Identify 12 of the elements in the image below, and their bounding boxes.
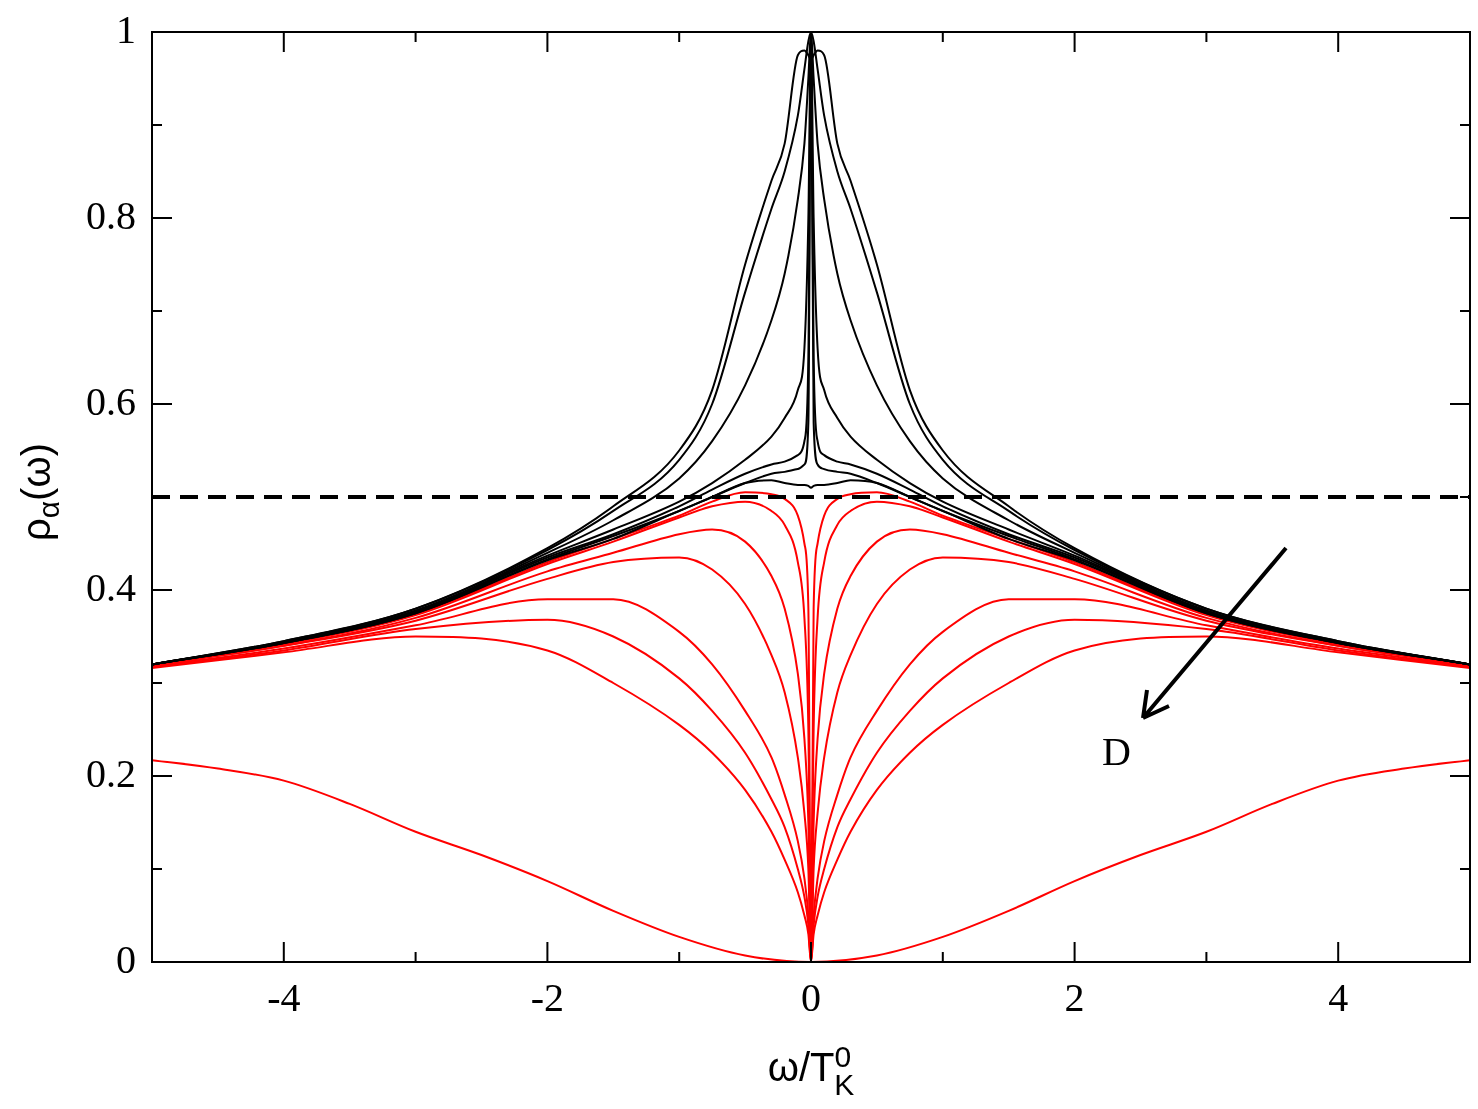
y-tick-label: 0.2 bbox=[86, 750, 136, 796]
x-tick-label: 2 bbox=[1064, 974, 1085, 1020]
y-tick-label: 0.8 bbox=[86, 192, 136, 238]
y-tick-label: 0.4 bbox=[86, 564, 136, 610]
x-tick-label: 4 bbox=[1328, 974, 1349, 1020]
annotation: D bbox=[1102, 728, 1131, 775]
y-tick-label: 0.6 bbox=[86, 378, 136, 424]
x-tick-label: -4 bbox=[267, 974, 301, 1020]
x-tick-label: 0 bbox=[801, 974, 821, 1020]
y-tick-label: 1 bbox=[116, 6, 136, 52]
x-tick-label: -2 bbox=[530, 974, 565, 1020]
y-tick-label: 0 bbox=[116, 936, 136, 982]
